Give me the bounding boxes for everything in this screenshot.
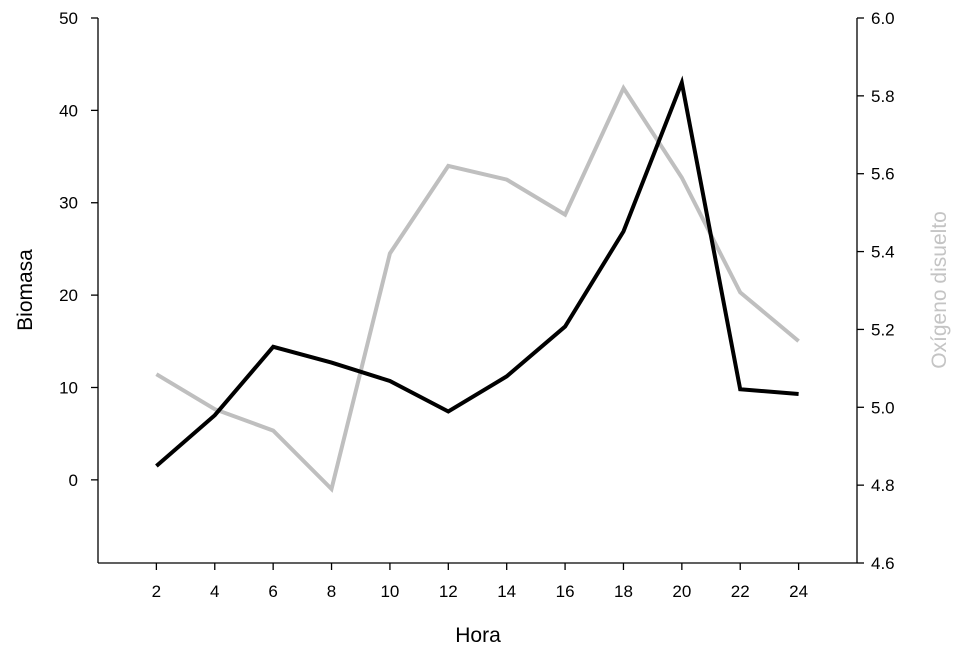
y-tick-label: 0 (69, 471, 78, 490)
x-axis-title: Hora (455, 624, 501, 647)
x-tick-label: 6 (268, 582, 277, 601)
axes (97, 18, 858, 564)
x-tick-label: 12 (439, 582, 458, 601)
x-tick-label: 20 (672, 582, 691, 601)
oxygen-series-line (155, 83, 800, 493)
y-tick-label: 30 (59, 194, 78, 213)
x-axis-ticks: 2 4 6 8 10 12 14 16 18 20 22 24 (152, 563, 808, 601)
y-tick-label: 10 (59, 378, 78, 397)
x-tick-label: 14 (497, 582, 516, 601)
y2-tick-label: 5.8 (871, 87, 895, 106)
y-axis-ticks: 0 10 20 30 40 50 (59, 9, 98, 490)
y2-axis-ticks: 4.6 4.8 5.0 5.2 5.4 5.6 5.8 6.0 (857, 9, 895, 573)
x-tick-label: 24 (789, 582, 808, 601)
y2-tick-label: 5.0 (871, 398, 895, 417)
x-tick-label: 4 (210, 582, 219, 601)
y-axis-title: Biomasa (14, 249, 37, 331)
x-tick-label: 18 (614, 582, 633, 601)
y2-tick-label: 5.6 (871, 165, 895, 184)
y-tick-label: 50 (59, 9, 78, 28)
x-tick-label: 22 (731, 582, 750, 601)
y2-tick-label: 5.4 (871, 243, 895, 262)
y2-tick-label: 4.6 (871, 554, 895, 573)
y2-tick-label: 6.0 (871, 9, 895, 28)
x-tick-label: 10 (380, 582, 399, 601)
y-tick-label: 40 (59, 101, 78, 120)
y2-tick-label: 4.8 (871, 476, 895, 495)
y2-tick-label: 5.2 (871, 320, 895, 339)
x-tick-label: 2 (152, 582, 161, 601)
y2-axis-title: Oxígeno disuelto (928, 211, 951, 369)
y-tick-label: 20 (59, 286, 78, 305)
x-tick-label: 16 (556, 582, 575, 601)
x-tick-label: 8 (327, 582, 336, 601)
biomass-series-line (155, 75, 799, 468)
series-layer (155, 75, 800, 493)
